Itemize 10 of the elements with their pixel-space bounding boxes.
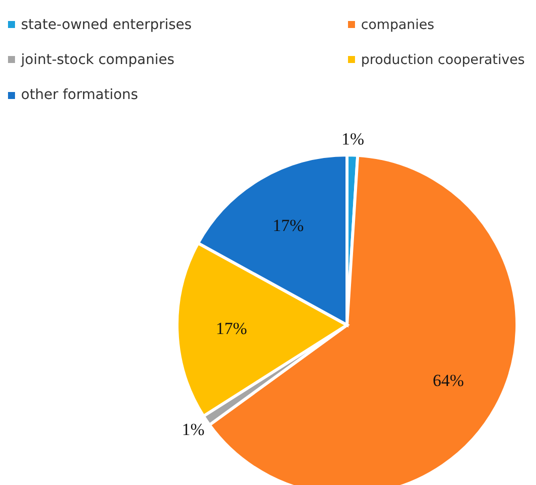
- legend-label: other formations: [21, 87, 138, 104]
- legend-label: companies: [361, 16, 434, 33]
- data-label: 17%: [216, 319, 248, 338]
- legend-label: state-owned enterprises: [21, 16, 192, 33]
- data-label: 1%: [182, 420, 204, 440]
- data-label: 17%: [272, 216, 304, 235]
- data-label: 1%: [342, 130, 364, 149]
- legend-label: production cooperatives: [361, 52, 525, 68]
- data-label: 64%: [432, 371, 464, 390]
- legend-label: joint-stock companies: [21, 52, 174, 68]
